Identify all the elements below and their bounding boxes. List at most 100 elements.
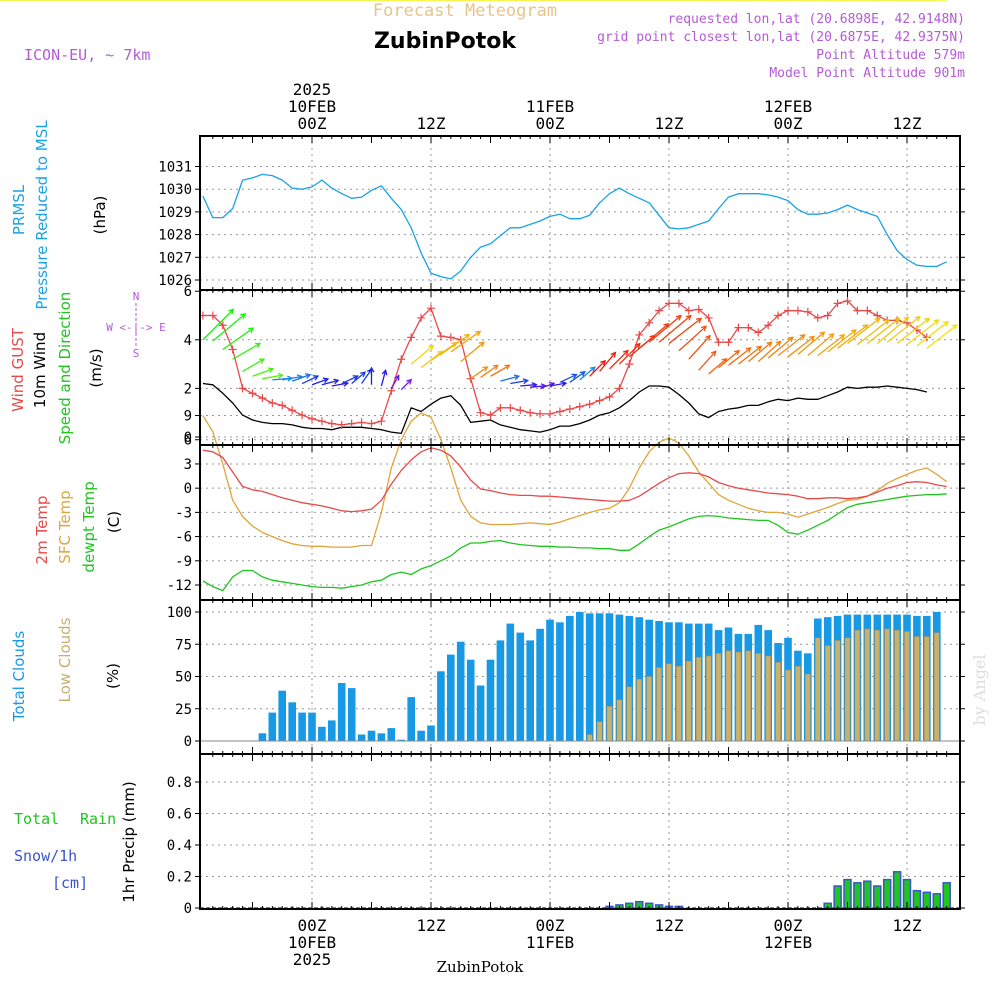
bottom-time-label: 12FEB <box>764 933 812 952</box>
rain-bar <box>912 889 922 909</box>
wind-arrow <box>341 375 358 385</box>
bottom-time-label: 00Z <box>774 916 803 935</box>
low-cloud-bar <box>755 653 762 742</box>
wind-arrow-head <box>571 373 578 379</box>
gust-marker <box>228 345 237 354</box>
wind-arrow-head <box>710 350 717 357</box>
wind-label-2: 10m Wind <box>31 332 49 408</box>
gust-marker <box>734 323 743 332</box>
gust-marker <box>308 414 316 423</box>
wind-label-1: Wind GUST <box>9 327 27 412</box>
top-time-label: 00Z <box>298 114 327 133</box>
gust-marker <box>417 313 426 322</box>
dewpoint-line <box>202 493 947 592</box>
low-cloud-bar <box>596 721 603 742</box>
clouds-label-1: Total Clouds <box>10 631 28 723</box>
wind-arrow-head <box>482 366 489 372</box>
pressure-ytick-label: 1029 <box>158 205 192 221</box>
bottom-time-label: 11FEB <box>526 933 574 952</box>
bottom-time-label: 10FEB <box>288 933 336 952</box>
low-cloud-bar <box>904 631 910 742</box>
model-altitude: Model Point Altitude 901m <box>769 66 965 81</box>
total-cloud-bar <box>298 712 306 741</box>
gust-marker <box>377 417 386 426</box>
wind-arrow-head <box>394 374 400 381</box>
wind-arrow <box>380 370 387 387</box>
low-cloud-bar <box>646 676 653 742</box>
wind-arrow <box>331 382 348 387</box>
total-cloud-bar <box>625 615 634 741</box>
wind-arrow <box>886 316 921 343</box>
wind-arrow <box>242 358 265 372</box>
total-cloud-bar <box>288 702 296 741</box>
wind-arrow-head <box>610 351 617 358</box>
top-time-label: 00Z <box>774 114 803 133</box>
precipitation-ytick-label: 0 <box>184 901 192 917</box>
total-cloud-bar <box>357 734 366 741</box>
precipitation-ytick-label: 0.4 <box>167 838 192 854</box>
low-cloud-bar <box>725 650 732 742</box>
total-cloud-bar <box>585 613 594 741</box>
low-cloud-bar <box>616 699 623 742</box>
low-cloud-bar <box>765 655 772 742</box>
wind-arrow-head <box>522 378 530 385</box>
total-cloud-bar <box>337 683 346 741</box>
sfc-temp-line <box>202 412 948 548</box>
wind-arrow <box>410 345 434 365</box>
wind-arrow-head <box>406 378 413 385</box>
temp-label-1: 2m Temp <box>33 496 51 565</box>
wind-arrow-head <box>428 344 435 351</box>
top-time-label: 10FEB <box>288 97 336 116</box>
gust-marker <box>298 411 307 420</box>
rain-bar <box>932 893 942 909</box>
wind-arrow <box>658 315 692 343</box>
top-time-label: 12Z <box>417 114 446 133</box>
wind-arrow-head <box>352 375 359 381</box>
gust-marker <box>506 403 515 412</box>
rain-bar <box>833 885 842 909</box>
total-cloud-bar <box>427 725 435 741</box>
gust-marker <box>784 306 792 315</box>
wind-arrow <box>599 352 616 372</box>
gust-marker <box>327 419 336 428</box>
temperature-ytick-label: 3 <box>184 457 192 473</box>
gust-marker <box>744 323 753 332</box>
temperature-ytick-label: -3 <box>175 505 192 521</box>
gust-marker <box>218 321 227 330</box>
low-cloud-bar <box>923 636 930 742</box>
total-cloud-bar <box>367 730 376 741</box>
compass-north: N <box>133 290 140 303</box>
wind-labels: Wind GUST 10m Wind Speed and Direction (… <box>9 290 166 444</box>
total-cloud-bar <box>417 730 425 741</box>
gust-marker <box>317 417 326 426</box>
low-cloud-bar <box>705 655 712 742</box>
gust-marker <box>496 403 505 412</box>
total-cloud-bar <box>546 619 554 741</box>
temperature-ytick-label: -9 <box>175 554 192 570</box>
gust-marker <box>833 299 842 308</box>
wind-arrow-head <box>478 341 485 348</box>
wind-arrow-head <box>622 349 629 356</box>
low-cloud-bar <box>854 629 861 742</box>
wind-arrow <box>678 325 707 352</box>
data-layer <box>0 0 960 909</box>
low-cloud-bar <box>785 669 791 742</box>
gust-marker <box>793 306 802 315</box>
wind-arrow <box>837 324 868 349</box>
wind-arrow-head <box>903 316 910 323</box>
wind-arrow <box>262 374 283 380</box>
wind-arrow-head <box>828 333 835 339</box>
wind-arrow <box>609 350 629 370</box>
bottom-time-label: 12Z <box>417 916 446 935</box>
low-cloud-bar <box>933 632 940 742</box>
wind-arrow-head <box>883 319 890 325</box>
gust-marker <box>258 394 267 403</box>
pressure-ytick-label: 1031 <box>158 160 192 176</box>
wind-arrow-head <box>360 371 367 378</box>
grid-layer <box>200 136 960 909</box>
gust-marker <box>516 406 525 415</box>
wind-arrow <box>440 334 470 355</box>
wind-arrow <box>807 333 835 357</box>
wind-arrow <box>747 341 772 363</box>
wind-arrow <box>282 375 302 381</box>
